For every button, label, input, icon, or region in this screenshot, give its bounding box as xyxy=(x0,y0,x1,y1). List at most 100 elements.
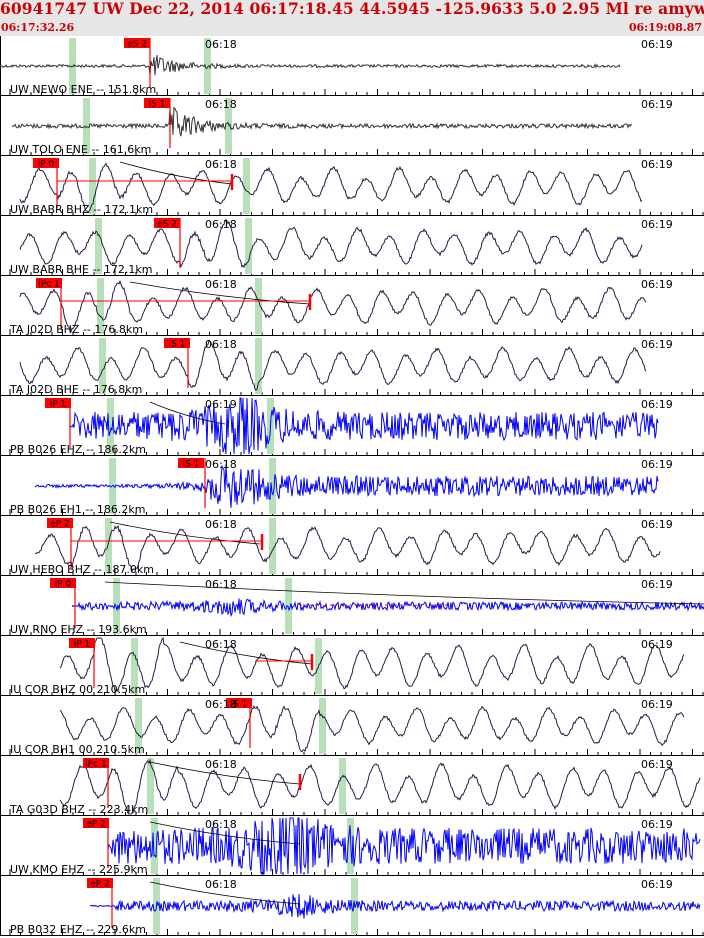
seismogram-plot: eS 2 06:18 06:19 UW NEWO ENE -- 151.8km iS 1… xyxy=(0,36,704,936)
trace-row: eS 2 06:18 06:19 UW NEWO ENE -- 151.8km xyxy=(0,36,704,96)
time-mark-right: 06:19 xyxy=(641,98,673,111)
waveform xyxy=(107,817,701,875)
trace-row: iP 0 06:18 06:19 UW BABR BHZ -- 172.1km xyxy=(0,156,704,216)
phase-window-band xyxy=(339,758,346,814)
time-mark: 06:18 xyxy=(205,98,237,111)
station-label: UW KMO EHZ -- 225.9km xyxy=(10,863,148,876)
time-mark: 06:18 xyxy=(205,578,237,591)
time-mark: 06:18 xyxy=(205,158,237,171)
coda-curve xyxy=(149,401,226,425)
waveform xyxy=(34,524,661,574)
trace-row: iPc 1 06:18 06:19 TA G03D BHZ -- 223.4km xyxy=(0,756,704,816)
phase-window-band xyxy=(147,758,154,814)
station-label: UW HEBO BHZ -- 187.0km xyxy=(10,563,154,576)
trace-row: iPc 1 06:18 06:19 TA J02D BHZ -- 176.8km xyxy=(0,276,704,336)
waveform xyxy=(19,218,643,269)
waveform xyxy=(59,636,685,693)
phase-pick-box xyxy=(178,458,204,468)
phase-pick-label: iPc 1 xyxy=(38,280,59,290)
station-label: UW BABR BHE -- 172.1km xyxy=(10,263,152,276)
phase-window-band xyxy=(243,158,250,214)
trace-row: iS 106:18 06:19 IU COR BH1 00 210.5km xyxy=(0,696,704,756)
coda-curve xyxy=(149,821,301,845)
trace-row: iS 1 06:18 06:19 TA J02D BHE -- 176.8km xyxy=(0,336,704,396)
station-label: PB B026 EHZ -- 186.2km xyxy=(10,443,146,456)
waveform xyxy=(59,705,685,753)
phase-window-band xyxy=(285,578,292,634)
phase-pick-box xyxy=(50,578,76,588)
waveform xyxy=(0,55,621,76)
phase-pick-box xyxy=(47,518,73,528)
station-label: UW BABR BHZ -- 172.1km xyxy=(10,203,153,216)
phase-window-band xyxy=(319,698,326,754)
time-mark-right: 06:19 xyxy=(641,638,673,651)
waveform xyxy=(59,758,701,815)
start-time: 06:17:32.26 xyxy=(1,21,75,34)
trace-row: iS 1 06:18 06:19 PB B026 EH1 -- 186.2km xyxy=(0,456,704,516)
coda-curve xyxy=(119,161,233,185)
phase-pick-label: iP 1 xyxy=(74,640,91,650)
time-mark-right: 06:19 xyxy=(641,398,673,411)
phase-window-band xyxy=(255,338,262,394)
trace-row: eP 2 06:18 06:19 UW KMO EHZ -- 225.9km xyxy=(0,816,704,876)
phase-window-band xyxy=(269,518,276,574)
station-label: IU COR BHZ 00 210.5km xyxy=(10,683,145,696)
station-label: PB B032 EHZ -- 229.6km xyxy=(10,923,146,936)
phase-pick-box xyxy=(164,338,190,348)
trace-row: iP 0 06:18 06:19 UW RNO EHZ -- 193.6km xyxy=(0,576,704,636)
trace-row: eP 2 06:18 06:19 UW HEBO BHZ -- 187.0km xyxy=(0,516,704,576)
time-mark: 06:18 xyxy=(205,698,237,711)
time-mark-right: 06:19 xyxy=(641,758,673,771)
time-mark: 06:19 xyxy=(205,398,237,411)
coda-curve xyxy=(109,521,261,545)
time-mark: 06:18 xyxy=(205,38,237,51)
phase-window-band xyxy=(107,398,114,454)
trace-row: iP 1 06:18 06:19 IU COR BHZ 00 210.5km xyxy=(0,636,704,696)
phase-window-band xyxy=(204,38,211,94)
waveform xyxy=(19,162,643,214)
time-mark-right: 06:19 xyxy=(641,878,673,891)
phase-pick-label: eS 2 xyxy=(157,220,177,230)
trace-row: eS 2 06:18 06:19 UW BABR BHE -- 172.1km xyxy=(0,216,704,276)
time-mark: 06:18 xyxy=(205,818,237,831)
event-title: 60941747 UW Dec 22, 2014 06:17:18.45 44.… xyxy=(0,0,704,18)
phase-pick-box xyxy=(36,278,62,288)
phase-window-band xyxy=(99,338,106,394)
waveform xyxy=(89,893,701,919)
phase-pick-label: eP 2 xyxy=(86,820,106,830)
phase-pick-box xyxy=(226,698,252,708)
phase-window-band xyxy=(83,98,90,154)
phase-window-band xyxy=(151,818,158,874)
phase-window-band xyxy=(105,518,112,574)
time-mark-right: 06:19 xyxy=(641,518,673,531)
phase-pick-label: iP 0 xyxy=(55,580,72,590)
phase-pick-label: iPc 1 xyxy=(85,760,106,770)
phase-pick-box xyxy=(83,758,109,768)
time-mark: 06:18 xyxy=(205,518,237,531)
coda-curve xyxy=(129,281,311,305)
phase-pick-label: iP 0 xyxy=(38,160,55,170)
time-mark-right: 06:19 xyxy=(641,158,673,171)
station-label: UW NEWO ENE -- 151.8km xyxy=(10,83,156,96)
phase-window-band xyxy=(131,638,138,694)
time-mark-right: 06:19 xyxy=(641,278,673,291)
time-mark-right: 06:19 xyxy=(641,578,673,591)
phase-window-band xyxy=(135,698,142,754)
phase-pick-box xyxy=(45,398,71,408)
time-mark-right: 06:19 xyxy=(641,818,673,831)
time-mark: 06:18 xyxy=(205,878,237,891)
phase-window-band xyxy=(113,578,120,634)
time-mark-right: 06:19 xyxy=(641,698,673,711)
time-mark-right: 06:19 xyxy=(641,38,673,51)
trace-row: iP 1 06:19 06:19 PB B026 EHZ -- 186.2km xyxy=(0,396,704,456)
time-mark-right: 06:19 xyxy=(641,338,673,351)
phase-pick-label: eS 2 xyxy=(127,40,147,50)
station-label: PB B026 EH1 -- 186.2km xyxy=(10,503,145,516)
phase-pick-box xyxy=(83,818,109,828)
station-label: IU COR BH1 00 210.5km xyxy=(10,743,145,756)
phase-window-band xyxy=(97,278,104,334)
time-mark: 06:18 xyxy=(205,758,237,771)
end-time: 06:19:08.87 xyxy=(628,21,702,34)
phase-pick-box xyxy=(154,218,180,228)
phase-pick-box xyxy=(124,38,150,48)
